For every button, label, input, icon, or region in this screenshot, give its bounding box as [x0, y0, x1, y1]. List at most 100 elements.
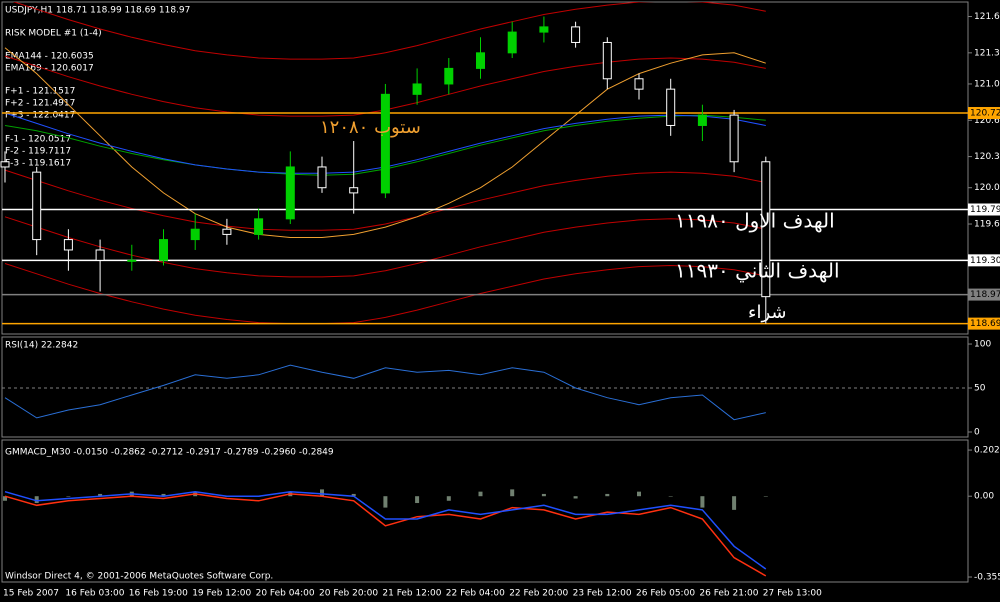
candle-body — [32, 171, 42, 241]
annotation: ستوب ١٢٠٨٠ — [320, 117, 421, 138]
y-tick-label: 120.00 — [974, 183, 1000, 193]
candle-body — [666, 88, 676, 126]
candle-body — [95, 249, 105, 261]
x-tick-label: 15 Feb 2007 — [3, 589, 59, 599]
y-tick-label: 121.30 — [974, 48, 1000, 58]
candle-body — [190, 228, 200, 241]
indicator-label: F+1 - 121.1517 — [5, 87, 75, 97]
histogram-bar — [415, 496, 420, 504]
level-box — [968, 317, 1000, 330]
level-label: 119.30 — [970, 256, 1000, 266]
level-box — [968, 203, 1000, 216]
histogram-bar — [637, 491, 641, 497]
y-tick-label: 50 — [974, 384, 986, 394]
level-label: 120.72 — [970, 109, 1000, 119]
level-label: 118.97 — [970, 290, 1000, 300]
annotation: الهدف الاول ١١٩٨٠ — [675, 209, 835, 233]
indicator-label: RISK MODEL #1 (1-4) — [5, 29, 102, 39]
histogram-bar — [320, 489, 324, 497]
y-tick-label: 100 — [974, 340, 991, 350]
candle-body — [0, 161, 10, 168]
histogram-bar — [3, 496, 7, 501]
indicator-label: F-1 - 120.0517 — [5, 135, 71, 145]
histogram-bar — [66, 496, 71, 497]
histogram-bar — [668, 496, 673, 497]
candle-body — [476, 52, 485, 69]
histogram-bar — [446, 496, 451, 501]
candle-body — [539, 26, 549, 33]
histogram-bar — [351, 493, 356, 497]
histogram-bar — [383, 496, 388, 508]
candle-body — [697, 114, 707, 126]
x-tick-label: 22 Feb 04:00 — [446, 589, 505, 599]
candle-body — [412, 83, 422, 95]
indicator-label: F-3 - 119.1617 — [5, 159, 71, 169]
chart-title: GMMACD_M30 -0.0150 -0.2862 -0.2712 -0.29… — [5, 448, 334, 458]
candle-body — [507, 31, 517, 54]
overlay-line — [4, 263, 766, 325]
y-tick-label: 119.65 — [974, 220, 1000, 230]
candle-body — [634, 78, 644, 90]
y-tick-label: 0.00 — [974, 492, 994, 502]
candle-body — [380, 93, 390, 194]
price-panel — [1, 1, 969, 335]
x-tick-label: 23 Feb 12:00 — [573, 589, 632, 599]
rsi-panel — [1, 336, 969, 438]
rsi-line — [4, 364, 766, 421]
y-tick-label: 121.65 — [974, 12, 1000, 22]
x-tick-label: 19 Feb 12:00 — [192, 589, 251, 599]
candle-body — [729, 114, 739, 163]
macd-line — [4, 490, 767, 570]
candle-body — [254, 218, 264, 235]
candle-body — [317, 166, 327, 189]
histogram-bar — [34, 496, 39, 504]
histogram-bar — [732, 496, 737, 510]
x-tick-label: 21 Feb 12:00 — [382, 589, 441, 599]
candle-body — [127, 259, 137, 262]
macd-line — [4, 493, 767, 577]
candle-body — [349, 187, 359, 194]
indicator-label: F-2 - 119.7117 — [5, 147, 71, 157]
y-tick-label: 0 — [974, 427, 980, 437]
level-box — [968, 254, 1000, 267]
x-tick-label: 22 Feb 20:00 — [509, 589, 568, 599]
chart-title: RSI(14) 22.2842 — [5, 341, 78, 351]
candle-body — [63, 239, 73, 251]
candle-body — [159, 239, 168, 261]
y-tick-label: -0.3551 — [974, 573, 1000, 583]
indicator-label: F+2 - 121.4917 — [5, 99, 75, 109]
x-tick-label: 26 Feb 05:00 — [636, 589, 695, 599]
candle-body — [444, 67, 454, 85]
chart-title: USDJPY,H1 118.71 118.99 118.69 118.97 — [5, 6, 190, 16]
overlay-line — [4, 169, 766, 231]
histogram-bar — [605, 493, 610, 497]
x-tick-label: 26 Feb 21:00 — [699, 589, 758, 599]
x-tick-label: 20 Feb 04:00 — [256, 589, 315, 599]
annotation: شراء — [748, 302, 786, 323]
x-tick-label: 16 Feb 19:00 — [129, 589, 188, 599]
x-tick-label: 20 Feb 20:00 — [319, 589, 378, 599]
histogram-bar — [573, 496, 578, 499]
candle-body — [222, 228, 232, 235]
histogram-bar — [510, 489, 515, 497]
overlay-line — [12, 2, 766, 60]
y-tick-label: 0.2028 — [974, 446, 1000, 456]
candle-body — [602, 41, 612, 80]
histogram-bar — [541, 493, 546, 497]
y-tick-label: 121.00 — [974, 79, 1000, 89]
macd-panel — [1, 439, 969, 583]
level-label: 118.69 — [970, 319, 1000, 329]
indicator-label: EMA144 - 120.6035 — [5, 52, 94, 62]
level-box — [968, 288, 1000, 301]
level-label: 119.79 — [970, 205, 1000, 215]
candle-body — [285, 166, 295, 220]
candle-body — [571, 26, 581, 43]
x-tick-label: 16 Feb 03:00 — [65, 589, 124, 599]
histogram-bar — [98, 493, 103, 497]
candle-body — [761, 161, 771, 298]
annotation: الهدف الثاني ١١٩٣٠ — [675, 259, 840, 284]
histogram-bar — [700, 496, 705, 508]
indicator-label: EMA169 - 120.6017 — [5, 64, 94, 74]
